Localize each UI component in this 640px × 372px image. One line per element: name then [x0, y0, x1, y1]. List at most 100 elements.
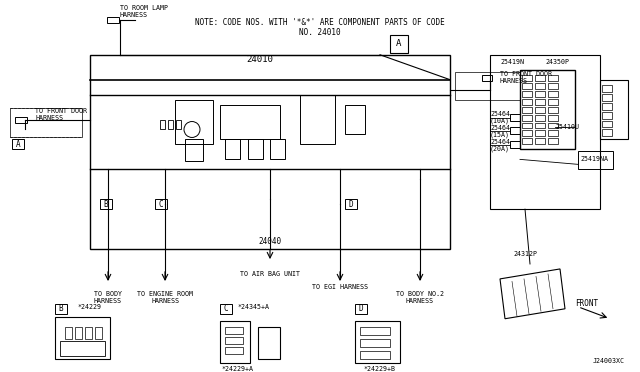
Bar — [270, 140, 285, 159]
Bar — [225, 327, 243, 334]
Text: *24229+B: *24229+B — [364, 366, 396, 372]
Bar — [602, 129, 612, 137]
Bar — [548, 138, 558, 144]
Bar — [510, 128, 520, 134]
Bar — [535, 75, 545, 81]
Bar — [248, 140, 263, 159]
Bar — [15, 116, 27, 122]
Bar — [85, 327, 92, 339]
Bar — [220, 321, 250, 363]
Bar — [522, 99, 532, 105]
Bar — [75, 327, 82, 339]
Text: A: A — [396, 39, 402, 48]
Bar — [510, 141, 520, 148]
Bar — [185, 140, 203, 161]
Bar — [548, 131, 558, 137]
Bar — [548, 107, 558, 113]
Bar — [522, 122, 532, 128]
Text: TO EGI HARNESS: TO EGI HARNESS — [312, 284, 368, 290]
Bar — [345, 199, 357, 209]
Text: TO ENGINE ROOM
HARNESS: TO ENGINE ROOM HARNESS — [137, 291, 193, 304]
Bar — [100, 199, 112, 209]
Bar — [548, 83, 558, 89]
Bar — [522, 83, 532, 89]
Bar — [90, 55, 450, 249]
Text: B: B — [59, 304, 63, 313]
Text: C: C — [224, 304, 228, 313]
Bar — [55, 317, 110, 359]
Text: TO FRONT DOOR
HARNESS: TO FRONT DOOR HARNESS — [35, 108, 87, 121]
Bar — [168, 119, 173, 129]
Bar — [225, 337, 243, 344]
Bar — [220, 105, 280, 140]
Text: TO BODY NO.2
HARNESS: TO BODY NO.2 HARNESS — [396, 291, 444, 304]
Text: 24312P: 24312P — [513, 251, 537, 257]
Bar — [510, 113, 520, 121]
Bar — [548, 91, 558, 97]
Bar — [360, 327, 390, 335]
Bar — [355, 304, 367, 314]
Bar — [535, 107, 545, 113]
Bar — [60, 341, 105, 356]
Bar — [175, 100, 213, 144]
Bar — [600, 80, 628, 140]
Text: TO BODY
HARNESS: TO BODY HARNESS — [94, 291, 122, 304]
Bar — [107, 17, 119, 23]
Text: FRONT: FRONT — [575, 299, 598, 308]
Bar — [522, 75, 532, 81]
Bar — [535, 83, 545, 89]
Bar — [10, 108, 82, 138]
Bar — [548, 75, 558, 81]
Text: J24003XC: J24003XC — [593, 357, 625, 363]
Bar — [602, 85, 612, 92]
Bar — [548, 122, 558, 128]
Text: 24010: 24010 — [246, 55, 273, 64]
Bar — [522, 131, 532, 137]
Bar — [55, 304, 67, 314]
Bar — [345, 105, 365, 134]
Bar — [225, 140, 240, 159]
Bar — [225, 347, 243, 354]
Bar — [220, 304, 232, 314]
Bar — [535, 115, 545, 121]
Bar — [602, 94, 612, 100]
Bar — [176, 119, 181, 129]
Bar — [535, 99, 545, 105]
Bar — [390, 35, 408, 53]
Text: TO ROOM LAMP
HARNESS: TO ROOM LAMP HARNESS — [120, 6, 168, 19]
Bar — [360, 351, 390, 359]
Bar — [12, 140, 24, 150]
Bar — [482, 75, 492, 81]
Bar — [535, 138, 545, 144]
Text: B: B — [104, 200, 108, 209]
Bar — [535, 131, 545, 137]
Text: *24229+A: *24229+A — [222, 366, 254, 372]
Bar — [95, 327, 102, 339]
Bar — [355, 321, 400, 363]
Text: *24345+A: *24345+A — [238, 304, 270, 310]
Text: NOTE: CODE NOS. WITH '*&*' ARE COMPONENT PARTS OF CODE
NO. 24010: NOTE: CODE NOS. WITH '*&*' ARE COMPONENT… — [195, 18, 445, 37]
Text: 24350P: 24350P — [545, 59, 569, 65]
Text: 25464
(20A): 25464 (20A) — [490, 139, 510, 152]
Text: C: C — [159, 200, 163, 209]
Bar — [548, 99, 558, 105]
Bar — [522, 115, 532, 121]
Bar — [455, 72, 520, 100]
Text: 25419NA: 25419NA — [580, 156, 608, 162]
Text: TO AIR BAG UNIT: TO AIR BAG UNIT — [240, 271, 300, 277]
Bar — [360, 339, 390, 347]
Bar — [522, 138, 532, 144]
Bar — [522, 107, 532, 113]
Bar — [155, 199, 167, 209]
Bar — [535, 122, 545, 128]
Bar — [522, 91, 532, 97]
Text: *24229: *24229 — [78, 304, 102, 310]
Bar — [602, 121, 612, 128]
Bar — [490, 55, 600, 209]
Bar — [578, 151, 613, 169]
Text: 24040: 24040 — [259, 237, 282, 246]
Text: 25464
(10A): 25464 (10A) — [490, 111, 510, 124]
Bar — [65, 327, 72, 339]
Text: TO FRONT DOOR
HARNESS: TO FRONT DOOR HARNESS — [500, 71, 552, 84]
Bar — [160, 119, 165, 129]
